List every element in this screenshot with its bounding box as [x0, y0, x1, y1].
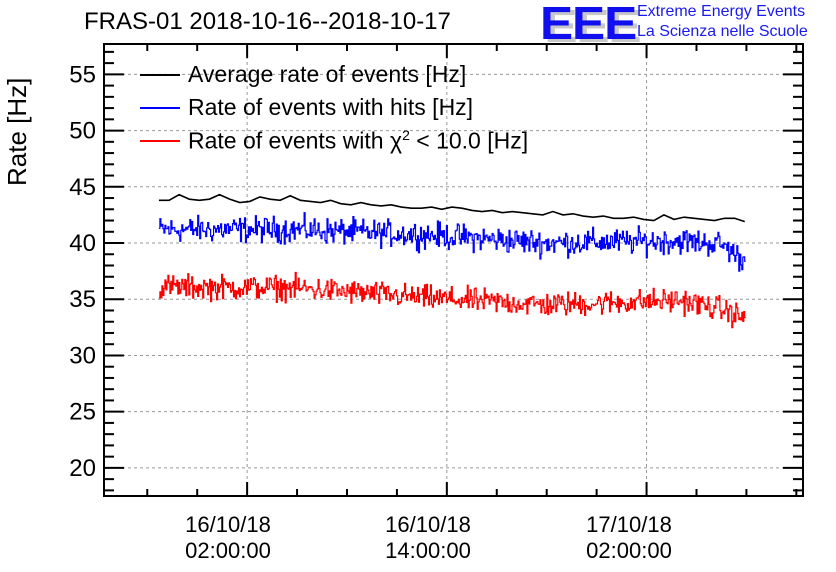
y-axis-label: Rate [Hz] — [2, 77, 32, 186]
plot-frame — [103, 43, 804, 497]
legend-item-average: Average rate of events [Hz] — [140, 58, 528, 91]
series-line-1 — [158, 212, 746, 272]
y-tick-labels: 20 25 30 35 40 45 50 55 — [69, 61, 96, 482]
y-tick-label: 50 — [69, 118, 96, 145]
legend-swatch-black — [140, 73, 180, 76]
x-tick-label: 16/10/18 14:00:00 — [385, 512, 471, 563]
legend-label: Average rate of events [Hz] — [188, 61, 467, 87]
chi-symbol: χ — [390, 127, 403, 154]
legend-swatch-blue — [140, 106, 180, 109]
eee-logo: EEE Extreme Energy Events La Scienza nel… — [540, 0, 836, 49]
data-series — [158, 193, 746, 329]
logo-line-2: La Scienza nelle Scuole — [637, 23, 808, 40]
x-tick-label: 16/10/18 02:00:00 — [185, 512, 271, 563]
plot-border — [103, 43, 804, 497]
x-tick-label: 17/10/18 02:00:00 — [586, 512, 672, 563]
series-line-0 — [158, 193, 746, 223]
legend-item-chi2: Rate of events with χ2 < 10.0 [Hz] — [140, 124, 528, 157]
y-tick-label: 25 — [69, 399, 96, 426]
legend-label: Rate of events with χ2 < 10.0 [Hz] — [188, 126, 529, 154]
y-tick-label: 40 — [69, 230, 96, 257]
chart-title: FRAS-01 2018-10-16--2018-10-17 — [84, 8, 451, 35]
legend-swatch-red — [140, 139, 180, 142]
y-tick-label: 30 — [69, 342, 96, 369]
y-tick-label: 55 — [69, 61, 96, 88]
legend-item-hits: Rate of events with hits [Hz] — [140, 91, 528, 124]
y-tick-label: 35 — [69, 286, 96, 313]
legend-label: Rate of events with hits [Hz] — [188, 94, 474, 120]
y-tick-label: 20 — [69, 455, 96, 482]
series-line-2 — [158, 271, 746, 329]
eee-logo-mark: EEE — [540, 0, 637, 49]
logo-line-1: Extreme Energy Events — [637, 3, 806, 20]
y-tick-label: 45 — [69, 174, 96, 201]
legend: Average rate of events [Hz] Rate of even… — [140, 58, 528, 157]
